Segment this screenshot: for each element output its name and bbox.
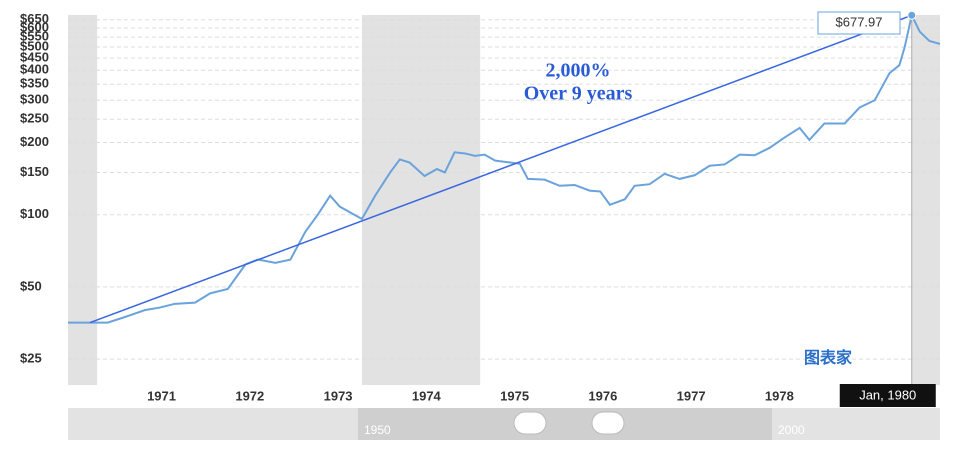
y-tick-label: $600 <box>20 19 49 34</box>
recession-band <box>911 15 940 385</box>
y-tick-label: $300 <box>20 92 49 107</box>
recession-layer <box>68 15 940 385</box>
peak-marker <box>907 10 917 20</box>
y-tick-label: $350 <box>20 76 49 91</box>
trend-line <box>89 14 913 324</box>
tooltip-value: $677.97 <box>836 14 883 29</box>
grid-layer <box>68 19 940 360</box>
x-tick-label: 1973 <box>324 388 353 403</box>
y-tick-label: $150 <box>20 164 49 179</box>
date-box <box>839 384 936 407</box>
navigator-label: 2000 <box>778 423 805 437</box>
annotation: 2,000% <box>546 60 611 82</box>
y-tick-label: $200 <box>20 134 49 149</box>
x-tick-label: 1975 <box>500 388 529 403</box>
y-tick-label: $25 <box>20 351 42 366</box>
navigator-handle[interactable] <box>513 411 547 435</box>
y-tick-label: $500 <box>20 38 49 53</box>
x-tick-label: 1974 <box>412 388 442 403</box>
navigator-window[interactable] <box>358 408 772 440</box>
x-tick-label: 1971 <box>147 388 176 403</box>
watermark-logo: 图表家 <box>804 348 853 367</box>
navigator-label: 1950 <box>364 423 391 437</box>
x-tick-label: 1977 <box>677 388 706 403</box>
x-tick-label: 1976 <box>588 388 617 403</box>
navigator-handle[interactable] <box>591 411 625 435</box>
annotation: Over 9 years <box>524 83 633 105</box>
y-tick-label: $400 <box>20 62 49 77</box>
x-tick-label: 1972 <box>235 388 264 403</box>
recession-band <box>361 15 481 385</box>
tooltip-date: Jan, 1980 <box>859 387 916 402</box>
y-tick-label: $250 <box>20 111 49 126</box>
y-tick-label: $100 <box>20 206 49 221</box>
price-line <box>68 12 941 324</box>
y-tick-label: $650 <box>20 11 49 26</box>
x-tick-label: 1978 <box>765 388 794 403</box>
y-tick-label: $550 <box>20 29 49 44</box>
y-tick-label: $450 <box>20 49 49 64</box>
tooltip-box <box>817 11 901 35</box>
y-tick-label: $50 <box>20 278 42 293</box>
